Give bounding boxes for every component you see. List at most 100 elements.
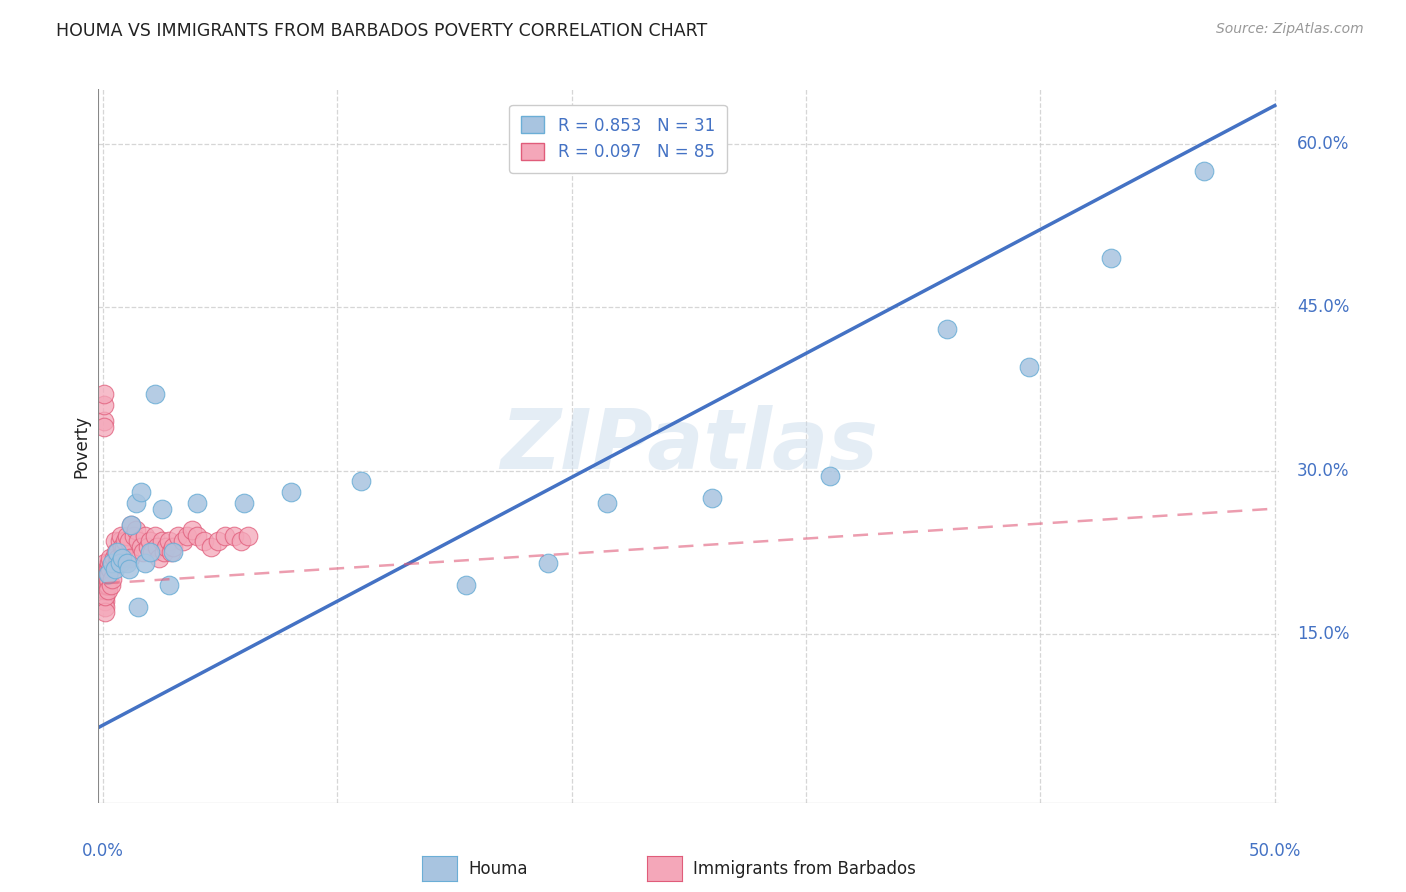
Text: Immigrants from Barbados: Immigrants from Barbados xyxy=(693,860,917,878)
Point xyxy=(93,387,115,401)
Point xyxy=(186,496,208,510)
Point xyxy=(127,599,149,614)
Point xyxy=(231,534,253,549)
Point xyxy=(150,501,173,516)
Point xyxy=(94,583,117,598)
Point xyxy=(98,550,121,565)
Text: HOUMA VS IMMIGRANTS FROM BARBADOS POVERTY CORRELATION CHART: HOUMA VS IMMIGRANTS FROM BARBADOS POVERT… xyxy=(56,22,707,40)
Point xyxy=(94,567,117,582)
Point xyxy=(136,540,159,554)
Point xyxy=(118,534,141,549)
Point xyxy=(232,496,254,510)
Point xyxy=(115,529,138,543)
Point xyxy=(110,529,132,543)
Text: 45.0%: 45.0% xyxy=(1298,298,1350,316)
Point xyxy=(200,540,222,554)
Point xyxy=(105,556,128,570)
Point xyxy=(93,573,115,587)
Point xyxy=(96,561,118,575)
Point xyxy=(94,573,117,587)
Point xyxy=(93,583,115,598)
Point xyxy=(146,540,169,554)
Point xyxy=(125,496,148,510)
Point xyxy=(129,540,152,554)
Point xyxy=(160,545,183,559)
Point xyxy=(157,578,180,592)
Point xyxy=(94,578,117,592)
Point xyxy=(97,561,120,575)
Point xyxy=(94,599,117,614)
Point xyxy=(120,518,142,533)
Point xyxy=(186,529,208,543)
Point xyxy=(162,540,184,554)
Text: ZIPatlas: ZIPatlas xyxy=(501,406,877,486)
Point xyxy=(93,420,115,434)
Point xyxy=(125,524,148,538)
Point xyxy=(93,415,115,429)
Point xyxy=(94,605,117,619)
Text: 30.0%: 30.0% xyxy=(1298,461,1350,480)
Point xyxy=(108,556,131,570)
Point xyxy=(94,583,117,598)
Point xyxy=(193,534,215,549)
Point xyxy=(111,540,134,554)
Point xyxy=(94,578,117,592)
Point xyxy=(112,540,135,554)
Point xyxy=(132,545,155,559)
Point xyxy=(596,496,619,510)
Point xyxy=(97,567,120,582)
Legend: R = 0.853   N = 31, R = 0.097   N = 85: R = 0.853 N = 31, R = 0.097 N = 85 xyxy=(509,104,727,173)
Point xyxy=(148,550,170,565)
Point xyxy=(98,556,121,570)
Point xyxy=(94,567,117,582)
Point xyxy=(98,567,121,582)
Point xyxy=(97,578,120,592)
Point xyxy=(238,529,260,543)
Point xyxy=(1194,164,1216,178)
Point xyxy=(97,583,120,598)
Point xyxy=(94,594,117,608)
Point xyxy=(93,398,115,412)
Point xyxy=(456,578,478,592)
Point xyxy=(155,540,177,554)
Point xyxy=(96,578,118,592)
Point xyxy=(94,578,117,592)
Point xyxy=(350,475,373,489)
Text: 15.0%: 15.0% xyxy=(1298,625,1350,643)
Point xyxy=(94,556,117,570)
Text: 50.0%: 50.0% xyxy=(1249,842,1301,860)
Point xyxy=(129,485,152,500)
Point xyxy=(143,529,166,543)
Point xyxy=(94,573,117,587)
Point xyxy=(111,550,134,565)
Point xyxy=(153,545,176,559)
Point xyxy=(120,550,141,565)
Point xyxy=(94,573,117,587)
Point xyxy=(108,534,131,549)
Point xyxy=(127,534,149,549)
Point xyxy=(122,529,145,543)
Point xyxy=(935,322,957,336)
Point xyxy=(134,529,156,543)
Text: Houma: Houma xyxy=(468,860,527,878)
Y-axis label: Poverty: Poverty xyxy=(72,415,90,477)
Point xyxy=(181,524,204,538)
Point xyxy=(167,529,190,543)
Point xyxy=(214,529,236,543)
Point xyxy=(107,550,129,565)
Point xyxy=(112,545,135,559)
Text: 60.0%: 60.0% xyxy=(1298,135,1350,153)
Point xyxy=(101,573,124,587)
Point xyxy=(143,387,166,401)
Point xyxy=(93,578,115,592)
Point xyxy=(134,556,156,570)
Point xyxy=(157,534,180,549)
Point xyxy=(103,550,125,565)
Point xyxy=(93,589,115,603)
Point xyxy=(172,534,194,549)
Point xyxy=(105,545,128,559)
Point xyxy=(139,534,162,549)
Point xyxy=(96,578,118,592)
Point xyxy=(141,545,163,559)
Point xyxy=(139,545,162,559)
